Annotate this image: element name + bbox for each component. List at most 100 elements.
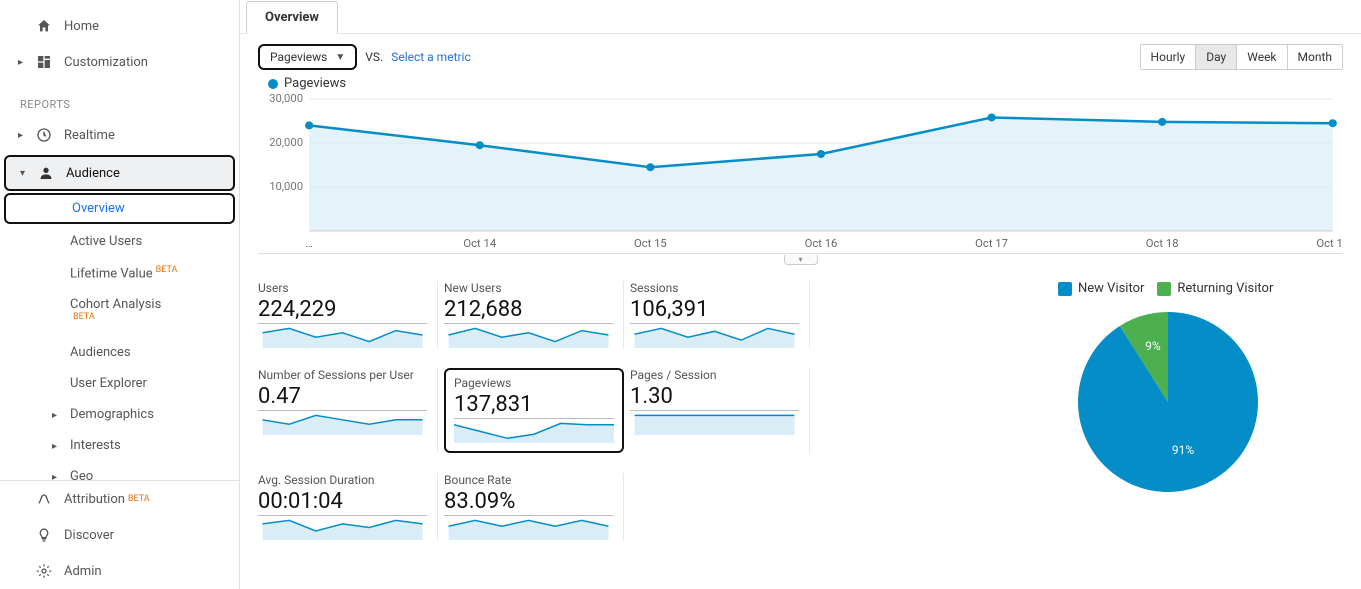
person-icon bbox=[36, 165, 56, 181]
tab-bar: Overview bbox=[240, 0, 1361, 34]
svg-text:…: … bbox=[305, 237, 313, 250]
sidebar-item-home[interactable]: Home bbox=[0, 8, 239, 44]
sidebar-item-customization[interactable]: ▸ Customization bbox=[0, 44, 239, 80]
caret-icon: ▸ bbox=[52, 410, 62, 421]
sidebar-section-reports: REPORTS bbox=[0, 80, 239, 117]
legend-dot-icon bbox=[268, 79, 278, 89]
caret-icon: ▸ bbox=[18, 57, 30, 68]
tab-overview[interactable]: Overview bbox=[246, 1, 338, 34]
svg-text:91%: 91% bbox=[1172, 443, 1194, 457]
metric-title: Pageviews bbox=[454, 376, 614, 390]
sidebar-item-audience[interactable]: ▾ Audience bbox=[4, 155, 235, 191]
sidebar-label: Customization bbox=[64, 55, 148, 70]
caret-icon: ▸ bbox=[52, 441, 62, 452]
sidebar-label: Realtime bbox=[64, 128, 115, 143]
granularity-toggle: Hourly Day Week Month bbox=[1140, 44, 1343, 70]
chart-legend: Pageviews bbox=[258, 76, 1343, 91]
svg-text:Oct 19: Oct 19 bbox=[1316, 237, 1343, 250]
sidebar-item-geo[interactable]: ▸Geo bbox=[0, 461, 239, 480]
metric-card-pageviews[interactable]: Pageviews 137,831 bbox=[444, 368, 624, 453]
sidebar-item-realtime[interactable]: ▸ Realtime bbox=[0, 117, 239, 153]
granularity-day[interactable]: Day bbox=[1196, 45, 1237, 69]
chevron-down-icon: ▼ bbox=[335, 52, 345, 63]
metric-value: 83.09% bbox=[444, 489, 613, 516]
clock-icon bbox=[34, 127, 54, 143]
metric-card-sessions_per_user[interactable]: Number of Sessions per User 0.47 bbox=[258, 368, 438, 453]
sparkline bbox=[444, 326, 613, 348]
metric-title: Avg. Session Duration bbox=[258, 473, 427, 487]
home-icon bbox=[34, 18, 54, 34]
metric-title: Number of Sessions per User bbox=[258, 368, 427, 382]
beta-badge: BETA bbox=[156, 265, 178, 275]
svg-text:Oct 17: Oct 17 bbox=[975, 237, 1008, 250]
sidebar-item-attribution[interactable]: AttributionBETA bbox=[0, 481, 239, 517]
svg-text:20,000: 20,000 bbox=[269, 136, 303, 149]
granularity-month[interactable]: Month bbox=[1288, 45, 1342, 69]
legend-swatch-new bbox=[1058, 282, 1072, 296]
beta-badge: BETA bbox=[128, 494, 150, 504]
metrics-grid: Users 224,229 New Users 212,688 Sessions… bbox=[258, 281, 1038, 540]
metric-value: 224,229 bbox=[258, 297, 427, 324]
pie-legend: New Visitor Returning Visitor bbox=[1058, 281, 1343, 296]
sidebar-item-user-explorer[interactable]: User Explorer bbox=[0, 368, 239, 399]
sidebar-item-interests[interactable]: ▸Interests bbox=[0, 430, 239, 461]
sidebar-item-active-users[interactable]: Active Users bbox=[0, 226, 239, 257]
metric-dropdown[interactable]: Pageviews ▼ bbox=[258, 44, 357, 70]
sidebar-item-demographics[interactable]: ▸Demographics bbox=[0, 399, 239, 430]
visitor-pie-chart: 91% 9% bbox=[1058, 302, 1278, 502]
sparkline bbox=[444, 518, 613, 540]
svg-text:Oct 14: Oct 14 bbox=[463, 237, 496, 250]
caret-icon: ▾ bbox=[20, 168, 32, 179]
metric-card-sessions[interactable]: Sessions 106,391 bbox=[630, 281, 810, 348]
metric-value: 137,831 bbox=[454, 392, 614, 419]
sidebar: Home ▸ Customization REPORTS ▸ Realtime … bbox=[0, 0, 240, 589]
svg-text:Oct 18: Oct 18 bbox=[1146, 237, 1179, 250]
beta-badge: BETA bbox=[73, 312, 95, 322]
sidebar-item-overview[interactable]: Overview bbox=[4, 193, 235, 224]
svg-text:30,000: 30,000 bbox=[269, 93, 303, 105]
sidebar-item-lifetime-value[interactable]: Lifetime ValueBETA bbox=[0, 257, 239, 289]
svg-text:9%: 9% bbox=[1145, 339, 1161, 353]
gear-icon bbox=[34, 563, 54, 579]
metric-value: 106,391 bbox=[630, 297, 799, 324]
sparkline bbox=[454, 421, 614, 443]
select-metric-link[interactable]: Select a metric bbox=[391, 50, 471, 64]
sparkline bbox=[258, 518, 427, 540]
svg-text:10,000: 10,000 bbox=[269, 180, 303, 193]
metric-value: 212,688 bbox=[444, 297, 613, 324]
chart-expand-handle[interactable]: ▾ bbox=[784, 255, 818, 265]
metric-card-users[interactable]: Users 224,229 bbox=[258, 281, 438, 348]
sparkline bbox=[258, 413, 427, 435]
metric-card-avg_session_duration[interactable]: Avg. Session Duration 00:01:04 bbox=[258, 473, 438, 540]
caret-icon: ▸ bbox=[52, 472, 62, 480]
legend-swatch-returning bbox=[1157, 282, 1171, 296]
sidebar-item-discover[interactable]: Discover bbox=[0, 517, 239, 553]
granularity-week[interactable]: Week bbox=[1237, 45, 1287, 69]
metric-title: Users bbox=[258, 281, 427, 295]
sparkline bbox=[258, 326, 427, 348]
metric-title: New Users bbox=[444, 281, 613, 295]
sidebar-item-cohort[interactable]: Cohort AnalysisBETA bbox=[0, 289, 239, 336]
metric-card-bounce_rate[interactable]: Bounce Rate 83.09% bbox=[444, 473, 624, 540]
metric-card-pages_per_session[interactable]: Pages / Session 1.30 bbox=[630, 368, 810, 453]
metric-title: Sessions bbox=[630, 281, 799, 295]
metric-title: Pages / Session bbox=[630, 368, 799, 382]
main-content: Overview Pageviews ▼ VS. Select a metric… bbox=[240, 0, 1361, 589]
vs-label: VS. bbox=[365, 50, 383, 64]
metric-card-new_users[interactable]: New Users 212,688 bbox=[444, 281, 624, 348]
svg-text:Oct 16: Oct 16 bbox=[805, 237, 838, 250]
svg-text:Oct 15: Oct 15 bbox=[634, 237, 667, 250]
sparkline bbox=[630, 413, 799, 435]
sparkline bbox=[630, 326, 799, 348]
granularity-hourly[interactable]: Hourly bbox=[1141, 45, 1197, 69]
metric-dropdown-label: Pageviews bbox=[270, 50, 327, 64]
sidebar-item-admin[interactable]: Admin bbox=[0, 553, 239, 589]
metric-value: 1.30 bbox=[630, 384, 799, 411]
sidebar-item-audiences[interactable]: Audiences bbox=[0, 337, 239, 368]
sidebar-label: Home bbox=[64, 19, 99, 34]
caret-icon: ▸ bbox=[18, 130, 30, 141]
metric-value: 00:01:04 bbox=[258, 489, 427, 516]
pageviews-chart: 10,000 20,000 30,000 … Oct 14 Oct 15 Oct 16 Oct… bbox=[258, 93, 1343, 253]
sidebar-label: Audience bbox=[66, 166, 120, 181]
customization-icon bbox=[34, 54, 54, 70]
